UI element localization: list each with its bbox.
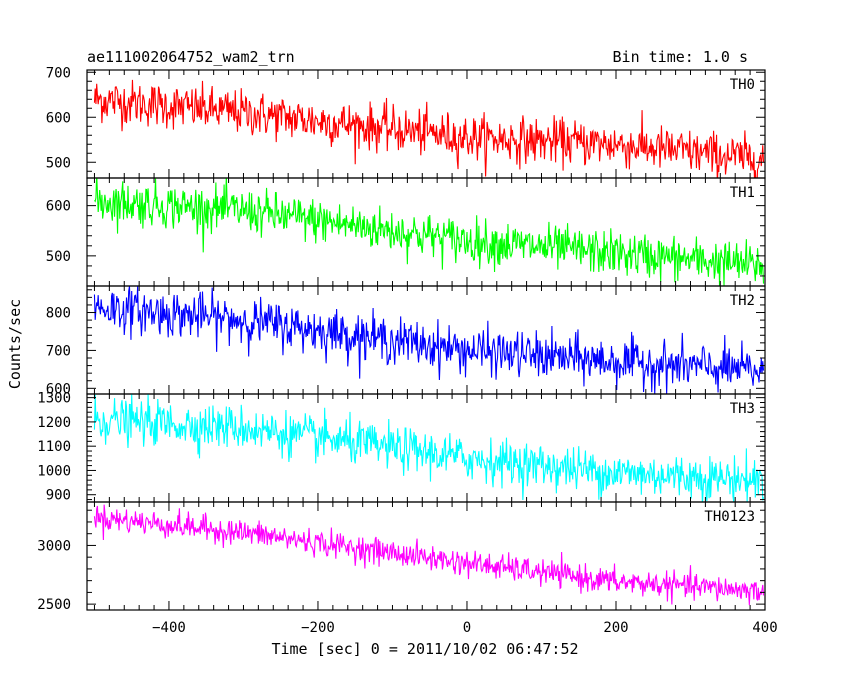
x-tick-label: −400 <box>152 620 186 636</box>
series-line-th0123 <box>93 504 765 606</box>
y-tick-label: 500 <box>46 249 71 265</box>
y-tick-label: 800 <box>46 306 71 322</box>
x-axis-title: Time [sec] 0 = 2011/10/02 06:47:52 <box>271 640 578 658</box>
panel-label-th3: TH3 <box>730 401 755 417</box>
y-tick-label: 600 <box>46 110 71 126</box>
y-tick-label: 1100 <box>37 439 71 455</box>
y-tick-label: 3000 <box>37 538 71 554</box>
x-tick-label: 200 <box>603 620 628 636</box>
y-tick-label: 700 <box>46 65 71 81</box>
y-tick-label: 500 <box>46 155 71 171</box>
y-tick-label: 600 <box>46 381 71 397</box>
x-tick-label: 0 <box>463 620 471 636</box>
panel-frame <box>86 285 766 395</box>
x-tick-label: −200 <box>301 620 335 636</box>
series-line-th0 <box>93 79 765 178</box>
panel-frame <box>86 69 766 179</box>
y-tick-label: 900 <box>46 488 71 504</box>
panel-frame <box>86 177 766 287</box>
panel-label-th1: TH1 <box>730 185 755 201</box>
y-axis-title: Counts/sec <box>6 299 24 389</box>
series-line-th2 <box>93 286 765 394</box>
panel-label-th0123: TH0123 <box>704 509 755 525</box>
series-line-th3 <box>93 394 765 502</box>
y-tick-label: 2500 <box>37 597 71 613</box>
panel-th2: 600 700 800 TH2 <box>46 285 766 397</box>
y-tick-label: 700 <box>46 343 71 359</box>
y-tick-label: 600 <box>46 199 71 215</box>
panel-th0123: 2500 3000 TH0123 <box>37 501 766 613</box>
panel-th0: 500 600 700 TH0 <box>46 65 766 179</box>
y-tick-label: 1300 <box>37 391 71 407</box>
x-tick-label: 400 <box>752 620 777 636</box>
panel-th1: 500 600 TH1 <box>46 177 766 287</box>
panels-layer: 500 600 700 TH0 500 600 TH1 600 700 800 TH2 900 1000… <box>37 65 777 636</box>
y-tick-label: 1000 <box>37 463 71 479</box>
panel-th3: 900 1000 1100 1200 1300 TH3 <box>37 391 766 504</box>
chart-subtitle: Bin time: 1.0 s <box>613 48 748 66</box>
series-line-th1 <box>94 178 765 286</box>
panel-label-th2: TH2 <box>730 293 755 309</box>
y-tick-label: 1200 <box>37 415 71 431</box>
panel-frame <box>86 501 766 611</box>
chart-title: ae111002064752_wam2_trn <box>87 48 295 66</box>
panel-label-th0: TH0 <box>730 77 755 93</box>
